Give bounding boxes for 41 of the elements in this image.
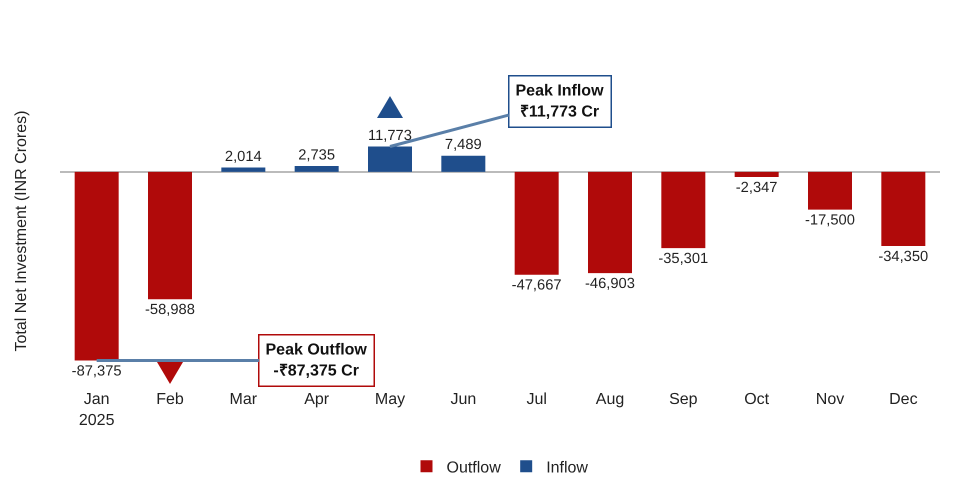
bar xyxy=(74,172,119,360)
x-tick-label: Aug xyxy=(596,391,624,408)
bar xyxy=(808,172,852,210)
bar xyxy=(734,172,779,177)
data-label: -2,347 xyxy=(736,180,778,196)
bar xyxy=(514,172,559,275)
data-label: -34,350 xyxy=(878,249,928,266)
data-label: 11,773 xyxy=(368,128,412,144)
data-label: 7,489 xyxy=(444,137,482,154)
data-label: -58,988 xyxy=(145,302,195,318)
bar xyxy=(294,166,339,172)
bar xyxy=(221,168,266,172)
x-tick-label: Oct xyxy=(744,391,770,408)
bar xyxy=(661,172,706,248)
data-label: 2,014 xyxy=(224,148,262,165)
x-tick-label: Mar xyxy=(230,391,258,408)
x-tick-label: Sep xyxy=(669,391,698,408)
data-label: -35,301 xyxy=(658,251,708,268)
data-label: -87,375 xyxy=(72,363,122,380)
bar xyxy=(881,172,926,246)
legend-label: Outflow xyxy=(446,460,502,477)
y-axis-title: Total Net Investment (INR Crores) xyxy=(13,110,30,352)
x-tick-label: Apr xyxy=(304,391,330,408)
x-tick-label: Jan 2025 xyxy=(78,391,115,429)
data-label: 2,735 xyxy=(298,147,336,164)
bar xyxy=(368,146,412,172)
x-tick-label: Jun xyxy=(450,391,476,408)
data-label: -46,903 xyxy=(585,276,635,292)
x-tick-label: May xyxy=(374,391,406,408)
annotation: Peak Inflow ₹11,773 Cr xyxy=(516,82,604,120)
legend-label: Inflow xyxy=(546,460,588,477)
data-label: -17,500 xyxy=(805,212,855,229)
data-label: -47,667 xyxy=(512,278,562,294)
x-tick-label: Jul xyxy=(526,391,547,408)
x-tick-label: Dec xyxy=(889,391,918,408)
bar xyxy=(588,172,632,274)
x-tick-label: Feb xyxy=(156,391,184,408)
bar xyxy=(441,156,486,172)
x-tick-label: Nov xyxy=(816,391,844,408)
bar xyxy=(148,172,192,300)
annotation: Peak Outflow -₹87,375 Cr xyxy=(266,342,368,380)
